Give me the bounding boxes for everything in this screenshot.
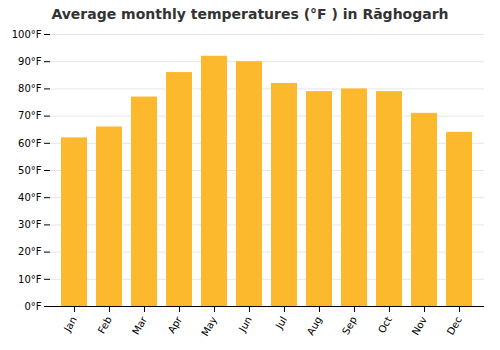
svg-text:30°F: 30°F [18,219,42,230]
svg-text:80°F: 80°F [18,83,42,94]
svg-text:Apr: Apr [166,314,185,335]
svg-text:May: May [199,315,219,338]
svg-text:Feb: Feb [96,315,114,336]
svg-text:Aug: Aug [305,315,324,337]
svg-text:Nov: Nov [410,315,429,337]
svg-text:Mar: Mar [130,314,149,337]
svg-text:10°F: 10°F [18,274,42,285]
svg-text:Oct: Oct [376,315,394,336]
svg-text:70°F: 70°F [18,110,42,121]
svg-text:40°F: 40°F [18,192,42,203]
svg-text:50°F: 50°F [18,165,42,176]
svg-text:Sep: Sep [340,315,359,337]
svg-text:0°F: 0°F [24,301,41,312]
svg-text:100°F: 100°F [12,29,42,40]
svg-text:Jan: Jan [61,315,79,335]
svg-text:Jul: Jul [273,315,289,332]
svg-text:Dec: Dec [445,315,464,337]
svg-text:90°F: 90°F [18,56,42,67]
svg-text:60°F: 60°F [18,138,42,149]
svg-text:Jun: Jun [236,315,254,335]
html-text:Average monthly temperatures (: Average monthly temperatures (°F ) in Rā… [51,6,449,22]
svg-text:20°F: 20°F [18,246,42,257]
